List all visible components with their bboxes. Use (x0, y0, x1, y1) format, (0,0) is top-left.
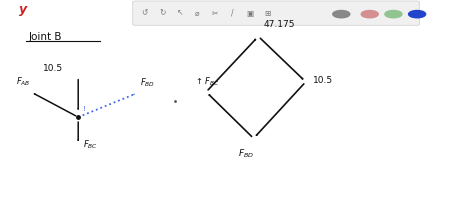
Circle shape (385, 11, 402, 18)
Text: /: / (231, 9, 234, 18)
Text: $F_{BD}$: $F_{BD}$ (140, 76, 155, 89)
Text: y: y (19, 3, 27, 16)
Text: $\uparrow F_{BC}$: $\uparrow F_{BC}$ (194, 76, 219, 88)
Circle shape (333, 11, 350, 18)
Circle shape (361, 11, 378, 18)
Circle shape (409, 11, 426, 18)
Text: ↺: ↺ (141, 9, 148, 18)
Text: $F_{BC}$: $F_{BC}$ (83, 138, 98, 151)
Text: 47.175: 47.175 (263, 20, 294, 29)
Text: ↻: ↻ (159, 9, 165, 18)
Text: ⊞: ⊞ (264, 9, 271, 18)
Text: !: ! (83, 106, 86, 112)
Text: ▣: ▣ (246, 9, 254, 18)
Text: Joint B: Joint B (28, 32, 62, 42)
Text: $F_{BD}$: $F_{BD}$ (238, 147, 255, 160)
Text: 10.5: 10.5 (313, 76, 333, 85)
Text: ✂: ✂ (212, 9, 218, 18)
Text: ↖: ↖ (177, 9, 183, 18)
FancyBboxPatch shape (133, 1, 419, 25)
Text: $F_{AB}$: $F_{AB}$ (16, 75, 30, 88)
Text: ⌀: ⌀ (195, 9, 200, 18)
Text: 10.5: 10.5 (43, 64, 63, 73)
